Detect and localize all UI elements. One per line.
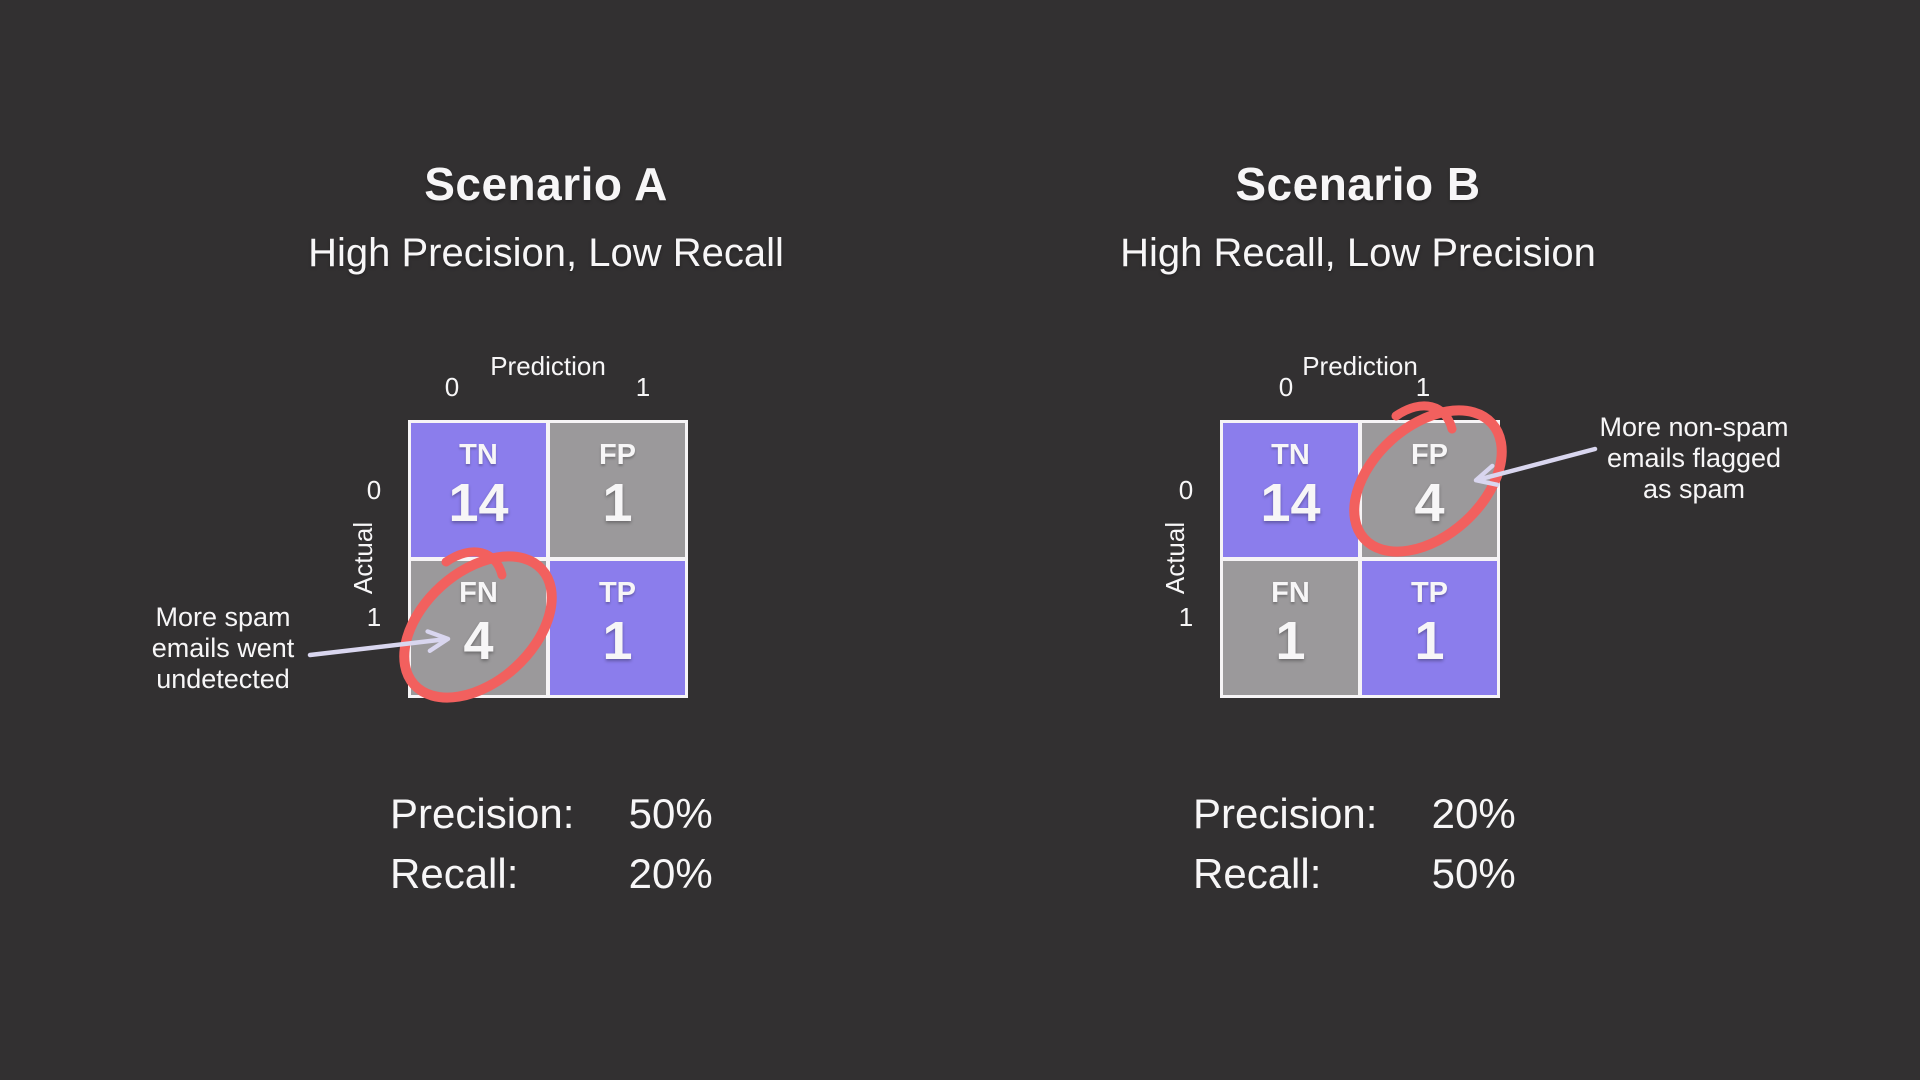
- cell-false-negative: FN 4: [411, 561, 546, 695]
- recall-value: 20%: [628, 850, 713, 897]
- scenario-a-subtitle: High Precision, Low Recall: [308, 231, 784, 275]
- prediction-axis-label: Prediction: [1302, 351, 1418, 381]
- cell-true-positive: TP 1: [1362, 561, 1497, 695]
- cell-false-positive: FP 4: [1362, 423, 1497, 557]
- cell-label: FP: [598, 439, 637, 471]
- cell-label: TP: [598, 577, 637, 609]
- cell-label: FN: [1271, 577, 1310, 609]
- scenario-a-title: Scenario A: [424, 158, 668, 210]
- scenario-a-annotation: More spam emails went undetected: [151, 602, 295, 694]
- recall-row: Recall: 50%: [1193, 851, 1516, 897]
- actual-tick-0: 0: [366, 475, 382, 505]
- recall-label: Recall:: [1193, 850, 1322, 897]
- cell-value: 1: [602, 473, 633, 533]
- prediction-tick-1: 1: [635, 372, 651, 402]
- prediction-tick-1: 1: [1415, 372, 1431, 402]
- cell-value: 1: [602, 611, 633, 671]
- recall-value: 50%: [1431, 850, 1516, 897]
- cell-label: TN: [459, 439, 498, 471]
- cell-true-positive: TP 1: [550, 561, 685, 695]
- precision-row: Precision: 50%: [390, 791, 713, 837]
- scenario-b-metrics: Precision: 20% Recall: 50%: [1193, 791, 1516, 911]
- cell-label: FN: [459, 577, 498, 609]
- actual-tick-0: 0: [1178, 475, 1194, 505]
- scenario-a-panel: Scenario A High Precision, Low Recall Pr…: [151, 158, 784, 911]
- confusion-matrix: TN 14 FP 1 FN 4 TP 1: [408, 420, 688, 698]
- cell-value: 1: [1414, 611, 1445, 671]
- cell-label: FP: [1410, 439, 1449, 471]
- scenario-b-panel: Scenario B High Recall, Low Precision Pr…: [812, 0, 1788, 1080]
- cell-value: 1: [1275, 611, 1306, 671]
- cell-true-negative: TN 14: [411, 423, 546, 557]
- precision-label: Precision:: [390, 790, 575, 837]
- cell-label: TN: [1271, 439, 1310, 471]
- precision-label: Precision:: [1193, 790, 1378, 837]
- precision-value: 50%: [628, 790, 713, 837]
- cell-value: 4: [1414, 473, 1445, 533]
- cell-value: 14: [448, 473, 509, 533]
- confusion-matrix: TN 14 FP 4 FN 1 TP 1: [1220, 420, 1500, 698]
- actual-axis-label: Actual: [1160, 521, 1190, 595]
- actual-axis-label: Actual: [348, 521, 378, 595]
- cell-false-positive: FP 1: [550, 423, 685, 557]
- prediction-tick-0: 0: [1278, 372, 1294, 402]
- scenario-a-metrics: Precision: 50% Recall: 20%: [390, 791, 713, 911]
- prediction-tick-0: 0: [444, 372, 460, 402]
- precision-row: Precision: 20%: [1193, 791, 1516, 837]
- actual-tick-1: 1: [1178, 602, 1194, 632]
- scenario-b-title: Scenario B: [1235, 158, 1481, 210]
- cell-value: 14: [1260, 473, 1321, 533]
- actual-tick-1: 1: [366, 602, 382, 632]
- scenario-b-annotation: More non-spam emails flagged as spam: [1599, 412, 1789, 504]
- precision-value: 20%: [1431, 790, 1516, 837]
- prediction-axis-label: Prediction: [490, 351, 606, 381]
- scenario-b-subtitle: High Recall, Low Precision: [1120, 231, 1596, 275]
- recall-row: Recall: 20%: [390, 851, 713, 897]
- cell-false-negative: FN 1: [1223, 561, 1358, 695]
- cell-true-negative: TN 14: [1223, 423, 1358, 557]
- recall-label: Recall:: [390, 850, 519, 897]
- cell-label: TP: [1410, 577, 1449, 609]
- cell-value: 4: [463, 611, 494, 671]
